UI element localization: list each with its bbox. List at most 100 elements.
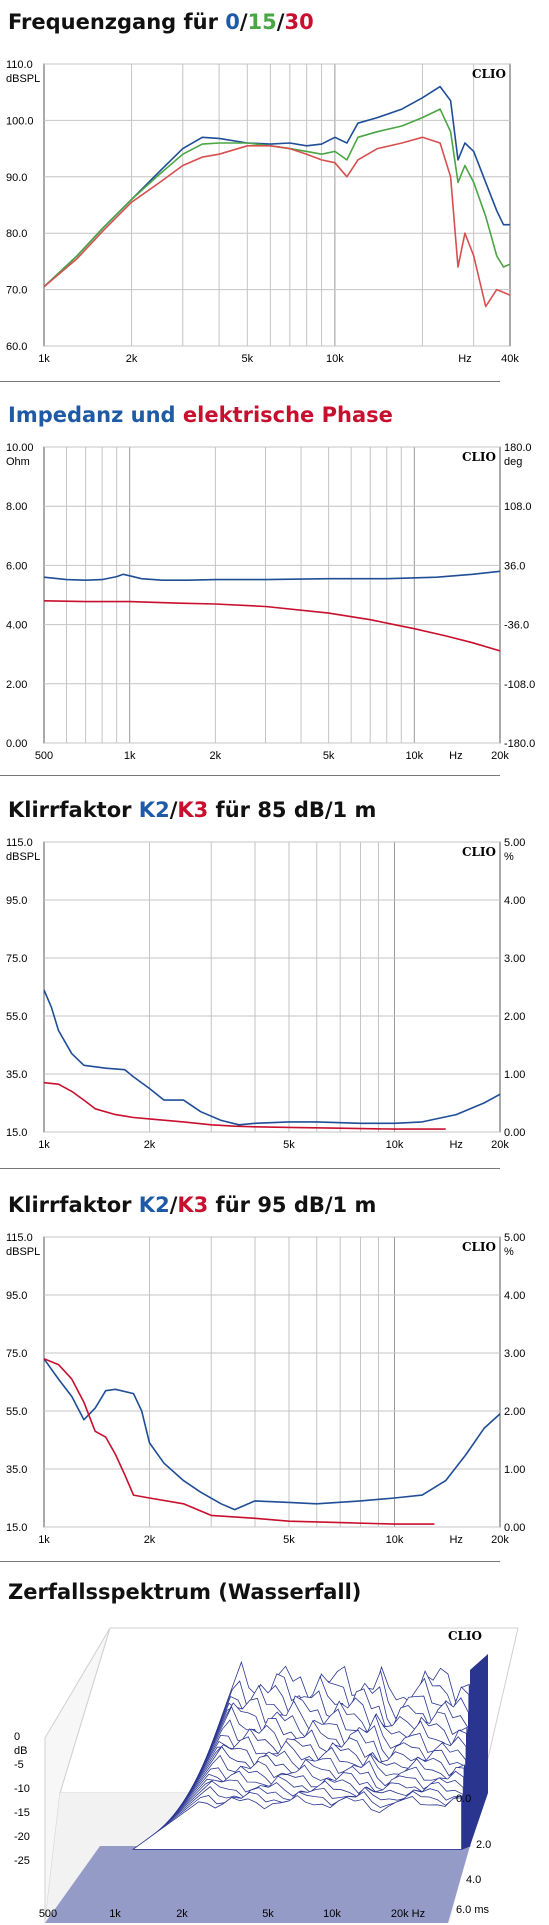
- db-tick-label: -10: [14, 1783, 30, 1795]
- y-unit-label: dBSPL: [6, 851, 40, 863]
- series-line: [43, 85, 510, 288]
- y-tick-label: 75.0: [6, 1348, 27, 1360]
- y-tick-label: 0.00: [6, 738, 27, 750]
- x-tick-label: 5k: [262, 1908, 274, 1920]
- y2-tick-label: 0.00: [504, 1522, 525, 1534]
- title-part: K2: [138, 798, 170, 822]
- y2-unit-label: %: [504, 851, 514, 863]
- title-part: K3: [177, 1193, 209, 1217]
- y-tick-label: 15.0: [6, 1127, 27, 1139]
- y-tick-label: 100.0: [6, 115, 34, 127]
- db-tick-label: dB: [14, 1745, 27, 1757]
- y-tick-label: 35.0: [6, 1069, 27, 1081]
- y2-tick-label: 4.00: [504, 1290, 525, 1302]
- y2-tick-label: 5.00: [504, 1232, 525, 1244]
- db-tick-label: -5: [14, 1759, 24, 1771]
- title-part: elektrische Phase: [182, 403, 393, 427]
- title-part: für 95 dB/1 m: [208, 1193, 377, 1217]
- x-tick-label: 5k: [283, 1139, 295, 1151]
- series-line: [43, 600, 501, 652]
- frequency-response-chart: 110.0 100.0 90.0 80.0 70.0 60.0 dBSPL 1k 2k 5k 10k…: [6, 59, 519, 365]
- y-tick-label: 115.0: [6, 1232, 33, 1244]
- x-tick-label: 10k: [386, 1139, 404, 1151]
- x-tick-label: 1k: [124, 750, 136, 762]
- y-tick-label: 80.0: [6, 228, 27, 240]
- title-part: Zerfallsspektrum (Wasserfall): [8, 1580, 362, 1604]
- y-tick-label: 70.0: [6, 285, 27, 297]
- section-divider: [0, 1561, 500, 1562]
- y2-tick-label: 1.00: [504, 1464, 525, 1476]
- waterfall-slice: [131, 1795, 463, 1850]
- impedance-section: Impedanz und elektrische Phase 10.00 8.00…: [0, 385, 549, 780]
- time-tick-label: 6.0 ms: [456, 1904, 490, 1916]
- x-tick-label: 20k Hz: [391, 1908, 425, 1920]
- distortion-85-title: Klirrfaktor K2/K3 für 85 dB/1 m: [8, 798, 376, 822]
- clio-logo: CLIO: [448, 1629, 482, 1643]
- x-tick-label: 5k: [242, 353, 254, 365]
- y2-tick-label: 36.0: [504, 560, 525, 572]
- distortion-95-title: Klirrfaktor K2/K3 für 95 dB/1 m: [8, 1193, 376, 1217]
- impedance-chart: 10.00 8.00 6.00 4.00 2.00 0.00 Ohm 180.0 108.0 36…: [6, 442, 535, 762]
- x-tick-label: 1k: [109, 1908, 121, 1920]
- y-tick-label: 35.0: [6, 1464, 27, 1476]
- x-tick-label: 2k: [144, 1534, 156, 1546]
- title-part: Klirrfaktor: [8, 798, 139, 822]
- waterfall-floor: [45, 1846, 470, 1923]
- x-tick-label: 1k: [38, 353, 50, 365]
- x-tick-label: 20k: [491, 1534, 509, 1546]
- distortion-85-chart: 115.0 95.0 75.0 55.0 35.0 15.0 dBSPL 5.00 4.00 3.…: [6, 837, 525, 1151]
- waterfall-surface: [45, 1654, 488, 1923]
- y2-unit-label: %: [504, 1246, 514, 1258]
- db-tick-label: -15: [14, 1807, 30, 1819]
- y2-tick-label: 2.00: [504, 1406, 525, 1418]
- clio-logo: CLIO: [472, 67, 506, 81]
- title-part: Impedanz und: [8, 403, 183, 427]
- x-tick-label: 5k: [283, 1534, 295, 1546]
- grid: [44, 841, 500, 1133]
- y-tick-label: 4.00: [6, 620, 27, 632]
- x-tick-label: 1k: [38, 1139, 50, 1151]
- series-line: [43, 1358, 435, 1525]
- frequency-response-section: Frequenzgang für 0/15/30 110.0 100.0 90.0 8…: [0, 0, 549, 385]
- y-unit-label: dBSPL: [6, 1246, 40, 1258]
- grid: [44, 63, 510, 347]
- title-part: K3: [177, 798, 209, 822]
- title-part: 30: [284, 10, 314, 34]
- y-tick-label: 95.0: [6, 1290, 27, 1302]
- db-tick-label: -20: [14, 1831, 30, 1843]
- x-tick-label: 1k: [38, 1534, 50, 1546]
- x-tick-label: 2k: [210, 750, 222, 762]
- impedance-title: Impedanz und elektrische Phase: [8, 403, 393, 427]
- y-tick-label: 55.0: [6, 1406, 27, 1418]
- y-tick-label: 75.0: [6, 953, 27, 965]
- y2-tick-label: 180.0: [504, 442, 532, 454]
- series-line: [43, 1081, 446, 1130]
- title-part: für 85 dB/1 m: [208, 798, 377, 822]
- time-tick-label: 2.0: [476, 1839, 491, 1851]
- y2-tick-label: 2.00: [504, 1011, 525, 1023]
- series-line: [43, 989, 501, 1126]
- y2-tick-label: 108.0: [504, 501, 532, 513]
- section-divider: [0, 1168, 500, 1169]
- series-line: [43, 570, 501, 581]
- db-tick-label: -25: [14, 1855, 30, 1867]
- y-unit-label: dBSPL: [6, 73, 40, 85]
- time-tick-label: 4.0: [466, 1874, 481, 1886]
- y-tick-label: 15.0: [6, 1522, 27, 1534]
- y-tick-label: 115.0: [6, 837, 33, 849]
- series-line: [43, 136, 511, 308]
- x-tick-label: 20k: [491, 1139, 509, 1151]
- y-tick-label: 6.00: [6, 560, 27, 572]
- title-part: Klirrfaktor: [8, 1193, 139, 1217]
- x-tick-label: 10k: [323, 1908, 341, 1920]
- clio-logo: CLIO: [462, 845, 496, 859]
- y-unit-label: Ohm: [6, 456, 30, 468]
- x-tick-label: 20k: [491, 750, 509, 762]
- x-tick-label: 2k: [176, 1908, 188, 1920]
- series-line: [43, 108, 511, 288]
- clio-logo: CLIO: [462, 450, 496, 464]
- title-part: /: [239, 10, 248, 34]
- y2-tick-label: -108.0: [504, 679, 535, 691]
- x-tick-label: 500: [39, 1908, 57, 1920]
- x-tick-label: 500: [35, 750, 53, 762]
